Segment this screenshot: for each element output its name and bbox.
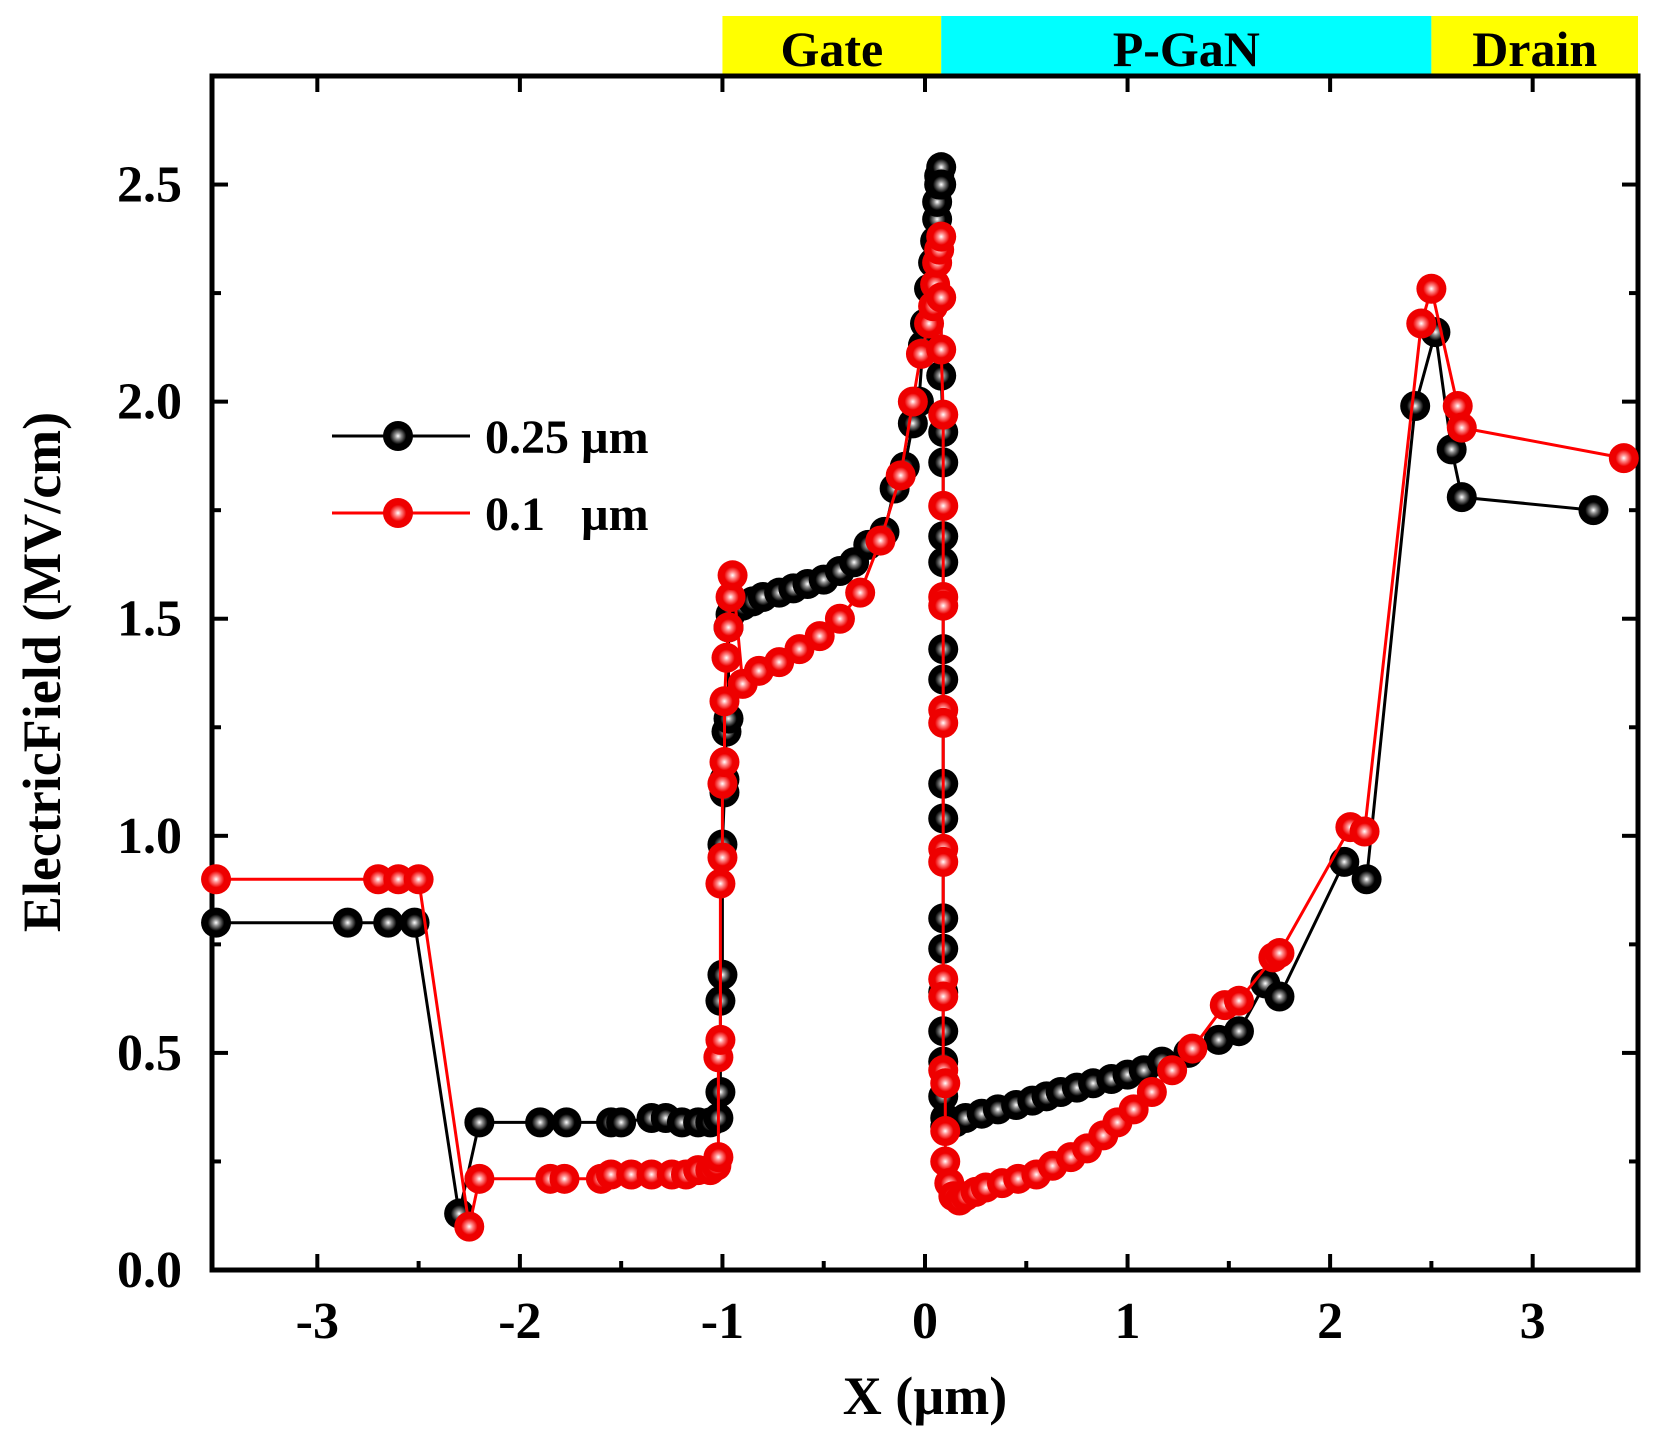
data-point: [1416, 273, 1447, 304]
data-point: [928, 590, 959, 621]
x-axis-label: X (µm): [843, 1366, 1008, 1426]
data-point: [705, 1024, 736, 1055]
region-bar: Gate P-GaN Drain: [722, 16, 1638, 78]
data-point: [606, 1107, 637, 1138]
data-point: [1400, 390, 1431, 421]
data-point: [926, 282, 957, 313]
x-tick-label: 2: [1317, 1293, 1343, 1350]
region-p-gan: [941, 16, 1432, 78]
data-point: [707, 959, 738, 990]
x-tick-label: -2: [498, 1293, 541, 1350]
data-point: [1349, 816, 1380, 847]
data-point: [928, 707, 959, 738]
region-label-p-gan: P-GaN: [1113, 21, 1260, 77]
data-point: [709, 747, 740, 778]
data-point: [1264, 981, 1295, 1012]
data-point: [885, 460, 916, 491]
data-point: [525, 1107, 556, 1138]
data-point: [1578, 495, 1609, 526]
x-tick-label: 3: [1520, 1293, 1546, 1350]
legend: 0.25 µm 0.1 µm: [332, 411, 649, 541]
series-line-0-25-m: [216, 166, 1594, 1214]
data-point: [703, 1142, 734, 1173]
data-point: [804, 621, 835, 652]
data-point: [897, 386, 928, 417]
data-point: [926, 169, 957, 200]
legend-label-0.1um: 0.1 µm: [485, 488, 649, 541]
data-point: [928, 399, 959, 430]
data-point: [705, 1076, 736, 1107]
data-point: [865, 525, 896, 556]
y-tick-label: 2.5: [117, 157, 182, 214]
data-point: [928, 846, 959, 877]
legend-label-0.25um: 0.25 µm: [485, 411, 649, 464]
data-point: [399, 907, 430, 938]
data-point: [332, 907, 363, 938]
data-point: [707, 768, 738, 799]
data-point: [1223, 1016, 1254, 1047]
data-point: [1446, 412, 1477, 443]
data-point: [1136, 1076, 1167, 1107]
data-point: [926, 221, 957, 252]
data-point: [1329, 846, 1360, 877]
legend-marker-0.1um: [383, 498, 413, 528]
data-point: [1223, 985, 1254, 1016]
data-point: [930, 1068, 961, 1099]
series-0-1-m: [201, 221, 1639, 1242]
data-point: [1351, 864, 1382, 895]
region-gate: [722, 16, 942, 78]
data-point: [201, 864, 232, 895]
legend-marker-0.25um: [383, 421, 413, 451]
data-point: [551, 1107, 582, 1138]
y-tick-label: 2.0: [117, 374, 182, 431]
data-point: [454, 1211, 485, 1242]
data-point: [1406, 308, 1437, 339]
data-point: [926, 334, 957, 365]
data-point: [201, 907, 232, 938]
y-tick-label: 1.0: [117, 808, 182, 865]
y-axis-label: ElectricField (MV/cm): [12, 412, 72, 932]
data-point: [707, 842, 738, 873]
x-tick-label: -1: [701, 1293, 744, 1350]
data-point: [464, 1107, 495, 1138]
x-tick-label: 1: [1115, 1293, 1141, 1350]
series-group: [201, 152, 1639, 1242]
data-point: [928, 490, 959, 521]
data-point: [928, 981, 959, 1012]
data-point: [1608, 443, 1639, 474]
data-point: [1157, 1055, 1188, 1086]
data-point: [549, 1163, 580, 1194]
data-point: [717, 560, 748, 591]
series-0-25-m: [201, 152, 1609, 1229]
data-point: [1177, 1033, 1208, 1064]
region-label-gate: Gate: [780, 21, 883, 77]
data-point: [705, 868, 736, 899]
data-point: [711, 642, 742, 673]
y-tick-label: 0.5: [117, 1025, 182, 1082]
region-label-drain: Drain: [1472, 21, 1597, 77]
region-drain: [1431, 16, 1638, 78]
data-point: [373, 907, 404, 938]
data-point: [464, 1163, 495, 1194]
x-tick-label: 0: [912, 1293, 938, 1350]
data-point: [1264, 938, 1295, 969]
y-tick-label: 1.5: [117, 591, 182, 648]
y-tick-label: 0.0: [117, 1242, 182, 1299]
data-point: [824, 603, 855, 634]
data-point: [930, 1116, 961, 1147]
data-point: [845, 577, 876, 608]
data-point: [715, 582, 746, 613]
data-point: [1446, 482, 1477, 513]
x-tick-label: -3: [296, 1293, 339, 1350]
axis-ticks: -3 -2 -1 0 1 2 3 0.0 0.5 1.0 1.5 2.0 2.5: [117, 74, 1638, 1350]
data-point: [403, 864, 434, 895]
data-point: [713, 612, 744, 643]
